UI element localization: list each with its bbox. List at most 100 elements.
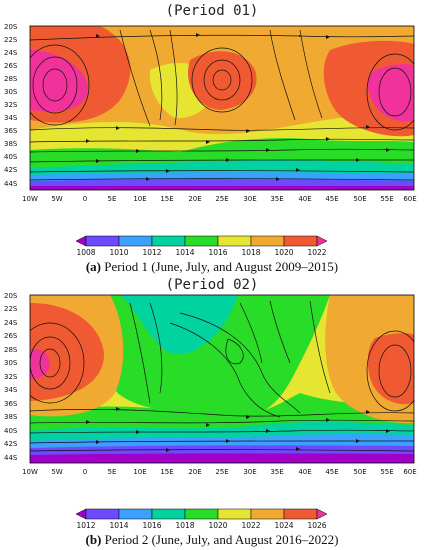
colorbar-label: 1012 (142, 248, 161, 257)
pressure-field-a (30, 26, 414, 190)
caption-a: (a) Period 1 (June, July, and August 200… (0, 259, 424, 275)
lat-label: 38S (4, 413, 18, 421)
panel-a-svg: 20S 22S 24S 26S 28S 30S 32S 34S 36S 38S … (4, 23, 417, 257)
colorbar-label: 1014 (109, 521, 128, 530)
caption-letter: (a) (85, 259, 102, 274)
lon-label: 30E (243, 195, 256, 203)
colorbar-label: 1022 (307, 248, 326, 257)
lat-label: 24S (4, 319, 18, 327)
lat-label: 44S (4, 180, 18, 188)
colorbar-label: 1010 (109, 248, 128, 257)
lat-label: 26S (4, 62, 18, 70)
caption-letter: (b) (85, 532, 102, 547)
lon-label: 15E (160, 195, 173, 203)
lon-label: 0 (83, 468, 87, 476)
lon-label: 20E (188, 468, 201, 476)
lat-label: 38S (4, 140, 18, 148)
colorbar-label: 1018 (241, 248, 260, 257)
lon-label: 35E (270, 195, 283, 203)
map-title-a: (Period 01) (165, 3, 259, 19)
lon-label: 30E (243, 468, 256, 476)
pressure-field-b (30, 295, 414, 463)
lat-label: 40S (4, 427, 18, 435)
caption-b: (b) Period 2 (June, July, and August 201… (0, 532, 424, 548)
lon-label: 35E (270, 468, 283, 476)
colorbar-label: 1014 (175, 248, 194, 257)
lat-label: 36S (4, 127, 18, 135)
lon-label: 10W (22, 195, 38, 203)
streamlines-b (30, 300, 414, 452)
lon-label: 5W (51, 195, 62, 203)
lat-labels-a: 20S 22S 24S 26S 28S 30S 32S 34S 36S 38S … (4, 23, 18, 188)
lon-label: 0 (83, 195, 87, 203)
lon-labels-b: 10W 5W 0 5E 10E 15E 20E 25E 30E 35E 40E … (22, 468, 417, 476)
lon-label: 45E (325, 468, 338, 476)
colorbar-label: 1012 (76, 521, 95, 530)
lat-label: 32S (4, 373, 18, 381)
lon-label: 5E (108, 468, 117, 476)
lon-label: 20E (188, 195, 201, 203)
map-frame-a (29, 25, 415, 191)
lon-label: 40E (298, 195, 311, 203)
lat-label: 24S (4, 49, 18, 57)
lon-label: 60E (403, 468, 416, 476)
lat-label: 26S (4, 332, 18, 340)
lon-label: 40E (298, 468, 311, 476)
lat-label: 22S (4, 305, 18, 313)
lon-label: 10E (133, 468, 146, 476)
colorbar-label: 1020 (208, 521, 227, 530)
colorbar-label: 1026 (307, 521, 326, 530)
colorbar-arrow-right (316, 508, 328, 520)
lon-label: 50E (353, 468, 366, 476)
colorbar-label: 1016 (142, 521, 161, 530)
lon-labels-a: 10W 5W 0 5E 10E 15E 20E 25E 30E 35E 40E … (22, 195, 417, 203)
lat-label: 32S (4, 101, 18, 109)
map-title-b: (Period 02) (165, 277, 259, 293)
panel-period-2: 20S 22S 24S 26S 28S 30S 32S 34S 36S 38S … (0, 277, 424, 550)
streamlines-a (30, 29, 414, 181)
lat-label: 36S (4, 400, 18, 408)
lon-label: 25E (215, 468, 228, 476)
colorbar-label: 1020 (274, 248, 293, 257)
lat-label: 28S (4, 75, 18, 83)
colorbar-b: 1012 1014 1016 1018 1020 1022 1024 1026 (75, 508, 328, 530)
stream-arrows-b (86, 407, 390, 452)
colorbar-arrow-right (316, 235, 328, 247)
panel-b-svg: 20S 22S 24S 26S 28S 30S 32S 34S 36S 38S … (4, 292, 417, 530)
lon-label: 45E (325, 195, 338, 203)
colorbar-label: 1018 (175, 521, 194, 530)
lat-label: 34S (4, 114, 18, 122)
stream-arrows-a (86, 33, 390, 181)
lat-label: 30S (4, 359, 18, 367)
lon-label: 50E (353, 195, 366, 203)
lat-label: 42S (4, 166, 18, 174)
colorbar-arrow-left (75, 508, 87, 520)
lon-label: 25E (215, 195, 228, 203)
lon-label: 55E (380, 468, 393, 476)
colorbar-label: 1008 (76, 248, 95, 257)
lat-labels-b: 20S 22S 24S 26S 28S 30S 32S 34S 36S 38S … (4, 292, 18, 462)
lat-label: 44S (4, 454, 18, 462)
lon-label: 60E (403, 195, 416, 203)
lon-label: 15E (160, 468, 173, 476)
colorbar-label: 1022 (241, 521, 260, 530)
panel-period-1: 20S 22S 24S 26S 28S 30S 32S 34S 36S 38S … (0, 3, 424, 275)
lat-label: 34S (4, 386, 18, 394)
lat-label: 42S (4, 440, 18, 448)
lon-label: 10E (133, 195, 146, 203)
colorbar-label: 1024 (274, 521, 293, 530)
lon-label: 10W (22, 468, 38, 476)
lat-label: 22S (4, 36, 18, 44)
colorbar-label: 1016 (208, 248, 227, 257)
lon-label: 55E (380, 195, 393, 203)
lat-label: 40S (4, 153, 18, 161)
colorbar-arrow-left (75, 235, 87, 247)
caption-text: Period 1 (June, July, and August 2009–20… (104, 259, 339, 274)
lat-label: 20S (4, 292, 18, 300)
map-frame-b (29, 294, 415, 464)
colorbar-a: 1008 1010 1012 1014 1016 1018 1020 1022 (75, 235, 328, 257)
caption-text: Period 2 (June, July, and August 2016–20… (104, 532, 339, 547)
lat-label: 28S (4, 346, 18, 354)
lat-label: 30S (4, 88, 18, 96)
